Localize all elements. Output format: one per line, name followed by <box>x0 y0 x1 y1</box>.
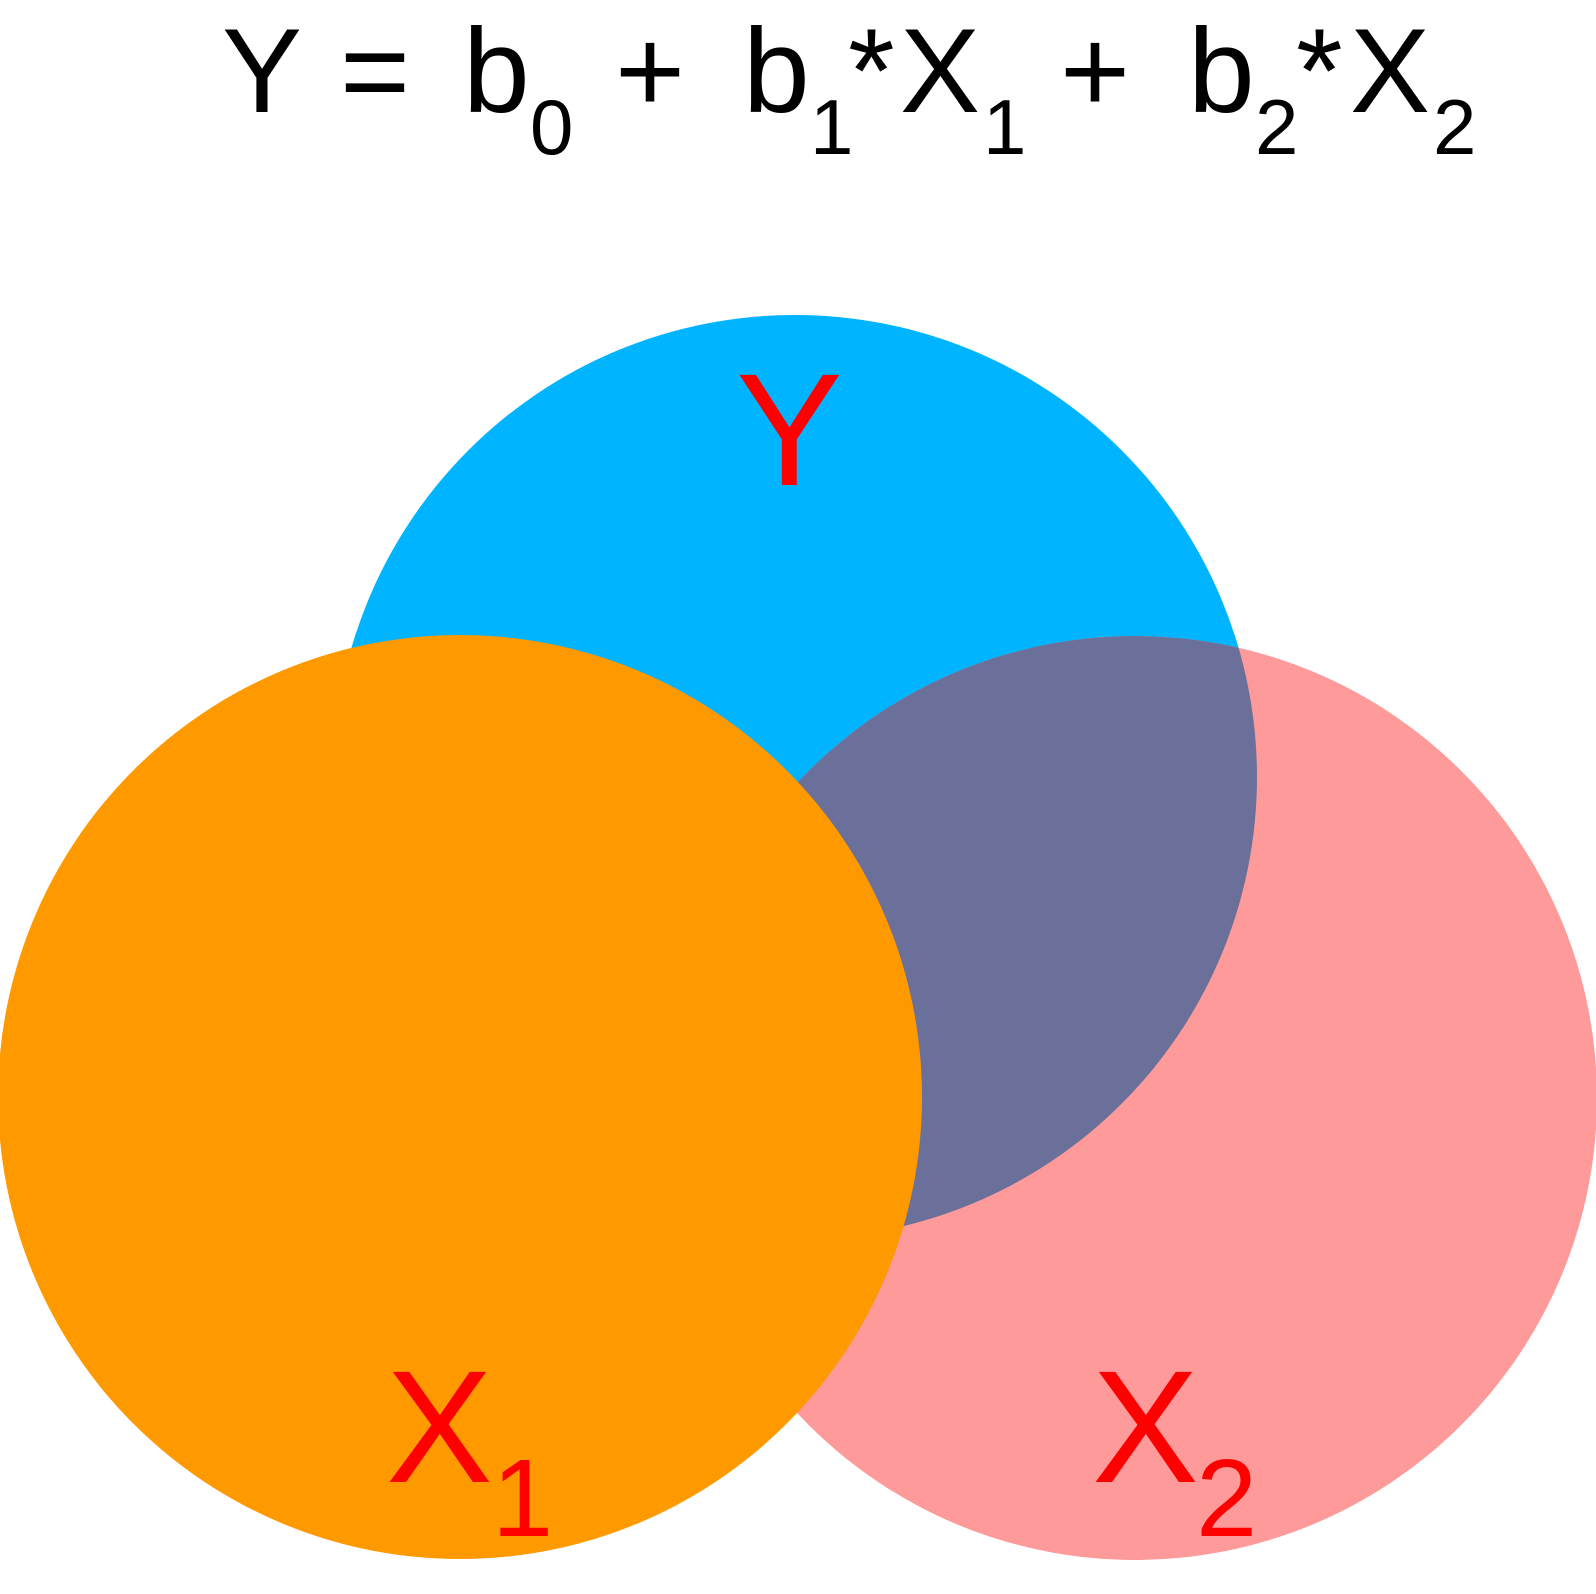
x1-circle <box>0 635 922 1559</box>
y-label: Y <box>736 340 843 519</box>
regression-equation: Y = b 0 + b 1 * X 1 + b 2 * X 2 <box>222 4 1476 180</box>
x2-label: X 2 <box>1092 1337 1257 1560</box>
x1-label: X 1 <box>386 1337 553 1560</box>
